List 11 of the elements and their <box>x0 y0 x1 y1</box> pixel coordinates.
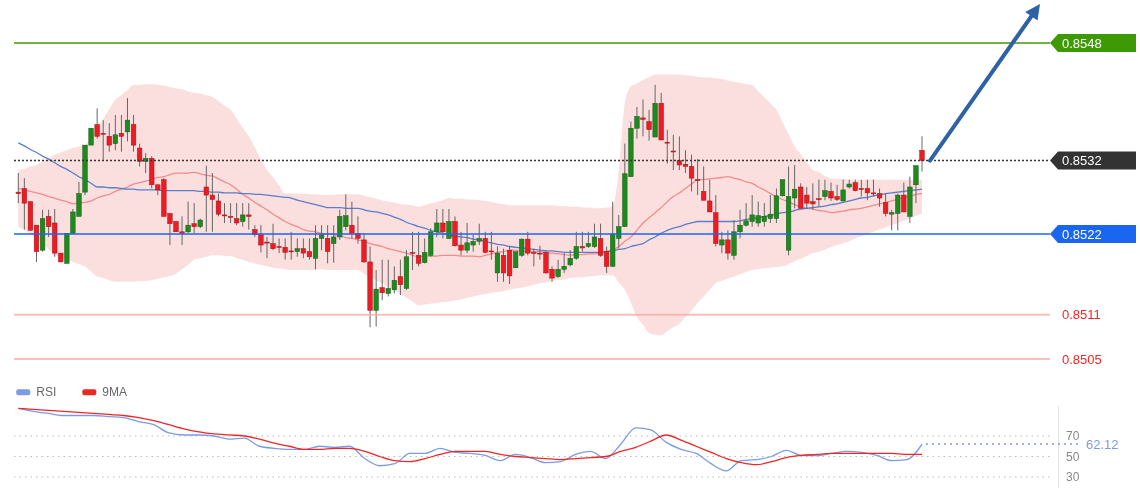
y-tick-label: 70 <box>1066 429 1080 444</box>
y-tick-label: 0.8548 <box>1062 35 1102 51</box>
legend-label: 9MA <box>102 385 127 400</box>
y-tick-label: 0.8505 <box>1062 351 1102 367</box>
y-tick-label: 50 <box>1066 449 1080 464</box>
y-tick-label: 0.8522 <box>1062 226 1102 242</box>
text: 62.12 <box>1086 436 1119 452</box>
y-tick-label: 30 <box>1066 470 1080 485</box>
y-tick-label: 0.8511 <box>1062 307 1101 323</box>
y-tick-label: 0.8532 <box>1062 153 1102 169</box>
legend-label: RSI <box>36 385 57 400</box>
